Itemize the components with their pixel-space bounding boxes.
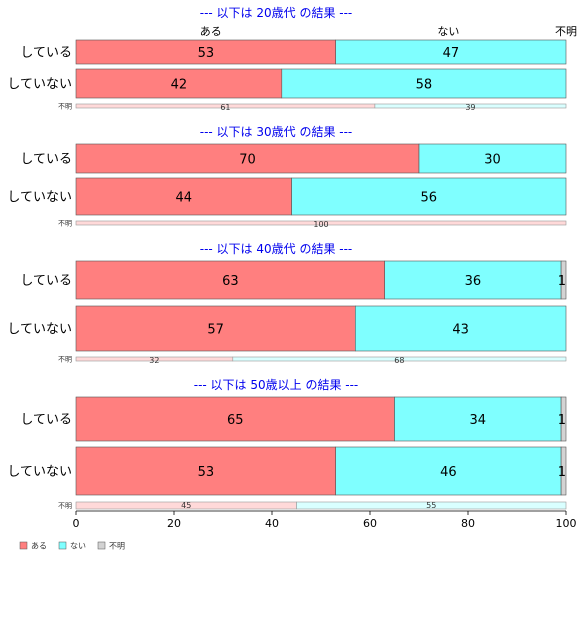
column-header: 不明: [555, 25, 577, 38]
data-label: 1: [558, 413, 566, 428]
row-label: 不明: [58, 220, 72, 228]
bar-segment: [374, 103, 567, 109]
group-title: --- 以下は 30歳代 の結果 ---: [200, 125, 353, 139]
row-label: していない: [7, 77, 72, 92]
x-tick-label: 40: [265, 517, 279, 530]
bar-segment: [296, 501, 567, 510]
data-label: 42: [171, 78, 188, 93]
data-label: 34: [470, 413, 487, 428]
legend-swatch: [97, 541, 106, 550]
data-label: 1: [558, 465, 566, 480]
data-label: 45: [181, 501, 191, 510]
bar-segment: [75, 305, 356, 352]
row-label: している: [20, 274, 72, 289]
column-header: ある: [200, 25, 222, 38]
data-label: 63: [222, 274, 239, 289]
bar-segment: [335, 446, 562, 496]
bar-segment: [75, 446, 337, 496]
data-label: 58: [416, 78, 433, 93]
bar-segment: [291, 177, 567, 216]
row-label: している: [20, 152, 72, 167]
bar-segment: [232, 356, 567, 362]
group-title: --- 以下は 20歳代 の結果 ---: [200, 6, 353, 20]
data-label: 53: [198, 465, 215, 480]
row-label: 不明: [58, 356, 72, 364]
data-label: 47: [443, 46, 460, 61]
data-label: 30: [484, 153, 501, 168]
x-tick-label: 100: [556, 517, 577, 530]
bar-segment: [335, 39, 567, 65]
group-title: --- 以下は 40歳代 の結果 ---: [200, 242, 353, 256]
legend-swatch: [19, 541, 28, 550]
data-label: 61: [220, 103, 230, 112]
bar-segment: [560, 396, 567, 442]
data-label: 39: [465, 103, 475, 112]
data-label: 46: [440, 465, 457, 480]
bar-segment: [394, 396, 562, 442]
bar-segment: [354, 305, 567, 352]
bar-segment: [75, 143, 420, 174]
x-tick-label: 0: [73, 517, 80, 530]
data-label: 55: [426, 501, 436, 510]
data-label: 65: [227, 413, 244, 428]
x-tick-label: 80: [461, 517, 475, 530]
bar-segment: [75, 396, 395, 442]
row-label: していない: [7, 322, 72, 337]
row-label: 不明: [58, 103, 72, 111]
data-label: 36: [465, 274, 482, 289]
row-label: している: [20, 46, 72, 61]
legend-label: ない: [70, 542, 86, 551]
data-label: 100: [313, 220, 328, 229]
data-label: 32: [149, 356, 159, 365]
legend-swatch: [58, 541, 67, 550]
row-label: していない: [7, 190, 72, 205]
legend-label: ある: [31, 542, 47, 551]
data-label: 68: [394, 356, 404, 365]
row-label: 不明: [58, 502, 72, 510]
bar-segment: [560, 260, 567, 300]
bar-segment: [281, 68, 567, 99]
data-label: 56: [421, 191, 438, 206]
column-header: ない: [437, 25, 459, 38]
bar-segment: [384, 260, 562, 300]
data-label: 43: [452, 323, 469, 338]
x-tick-label: 60: [363, 517, 377, 530]
bar-segment: [75, 68, 283, 99]
bar-segment: [75, 260, 386, 300]
bar-segment: [560, 446, 567, 496]
bar-segment: [75, 177, 292, 216]
data-label: 1: [558, 274, 566, 289]
row-label: していない: [7, 465, 72, 480]
bar-segment: [75, 39, 337, 65]
bar-segment: [75, 220, 567, 226]
data-label: 57: [207, 323, 224, 338]
bar-segment: [418, 143, 567, 174]
data-label: 44: [176, 191, 193, 206]
data-label: 53: [198, 46, 215, 61]
legend-label: 不明: [109, 542, 125, 551]
x-tick-label: 20: [167, 517, 181, 530]
data-label: 70: [239, 153, 256, 168]
row-label: している: [20, 413, 72, 428]
group-title: --- 以下は 50歳以上 の結果 ---: [194, 378, 359, 392]
